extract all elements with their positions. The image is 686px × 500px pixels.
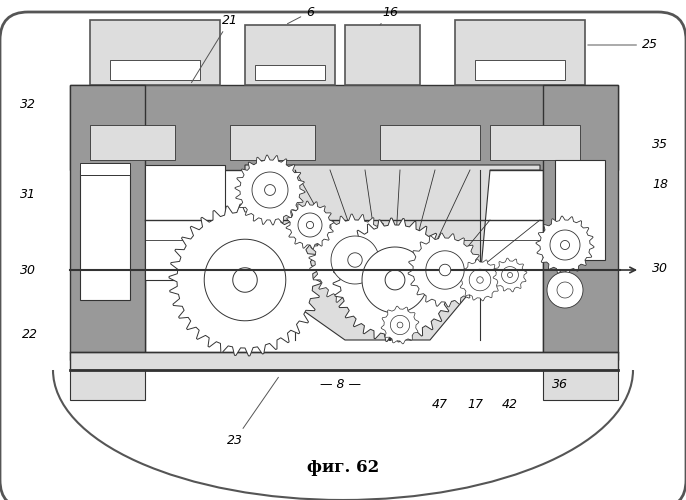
Polygon shape [331, 236, 379, 284]
Bar [80, 170, 130, 300]
Bar [90, 20, 220, 85]
Bar [345, 25, 420, 85]
Text: 22: 22 [22, 328, 38, 342]
Polygon shape [439, 264, 451, 276]
Polygon shape [397, 322, 403, 328]
Polygon shape [547, 272, 583, 308]
Bar [555, 160, 605, 260]
Text: 23: 23 [227, 378, 279, 446]
Bar [80, 163, 130, 175]
Polygon shape [333, 218, 457, 342]
Polygon shape [362, 247, 428, 313]
Polygon shape [459, 259, 501, 301]
Bar [543, 85, 618, 360]
Polygon shape [408, 233, 482, 307]
Polygon shape [493, 258, 527, 292]
Polygon shape [501, 266, 519, 283]
Bar [380, 125, 480, 160]
Polygon shape [348, 253, 362, 267]
Bar [145, 165, 225, 280]
Polygon shape [235, 155, 305, 225]
Text: 35: 35 [652, 138, 668, 151]
Bar [70, 352, 618, 370]
Bar [110, 60, 200, 80]
Bar [70, 85, 145, 360]
Bar [245, 25, 335, 85]
Polygon shape [252, 172, 288, 208]
Polygon shape [469, 269, 490, 291]
Polygon shape [204, 239, 286, 321]
Bar [255, 65, 325, 80]
Bar [490, 125, 580, 160]
Bar [475, 60, 565, 80]
Polygon shape [536, 216, 594, 274]
Polygon shape [550, 230, 580, 260]
Polygon shape [286, 201, 334, 249]
Text: 18: 18 [652, 178, 668, 192]
Polygon shape [557, 282, 573, 298]
Bar [145, 165, 543, 360]
Polygon shape [385, 270, 405, 290]
Polygon shape [560, 240, 569, 250]
Bar [70, 85, 618, 170]
Bar [90, 125, 175, 160]
Bar [455, 20, 585, 85]
Polygon shape [426, 251, 464, 289]
FancyBboxPatch shape [0, 12, 686, 500]
Polygon shape [390, 316, 410, 334]
Text: 42: 42 [502, 398, 518, 411]
Polygon shape [169, 204, 321, 356]
Bar [543, 370, 618, 400]
Polygon shape [508, 272, 512, 278]
Polygon shape [245, 165, 540, 340]
Polygon shape [309, 214, 401, 306]
Text: 16: 16 [380, 6, 398, 25]
Text: фиг. 62: фиг. 62 [307, 460, 379, 476]
Polygon shape [477, 277, 483, 283]
Polygon shape [233, 268, 257, 292]
Bar [230, 125, 315, 160]
Text: 47: 47 [432, 398, 448, 411]
Text: 30: 30 [652, 262, 668, 274]
Text: 31: 31 [20, 188, 36, 202]
Polygon shape [298, 213, 322, 237]
Polygon shape [307, 222, 314, 228]
Text: 30: 30 [20, 264, 36, 276]
Bar [70, 370, 145, 400]
Text: 36: 36 [552, 378, 568, 392]
Polygon shape [381, 306, 419, 344]
Polygon shape [265, 184, 275, 196]
Text: 6: 6 [287, 6, 314, 24]
Text: 25: 25 [588, 38, 658, 52]
Text: 17: 17 [467, 398, 483, 411]
Text: — 8 —: — 8 — [320, 378, 361, 392]
Text: 32: 32 [20, 98, 36, 112]
Text: 21: 21 [191, 14, 238, 82]
